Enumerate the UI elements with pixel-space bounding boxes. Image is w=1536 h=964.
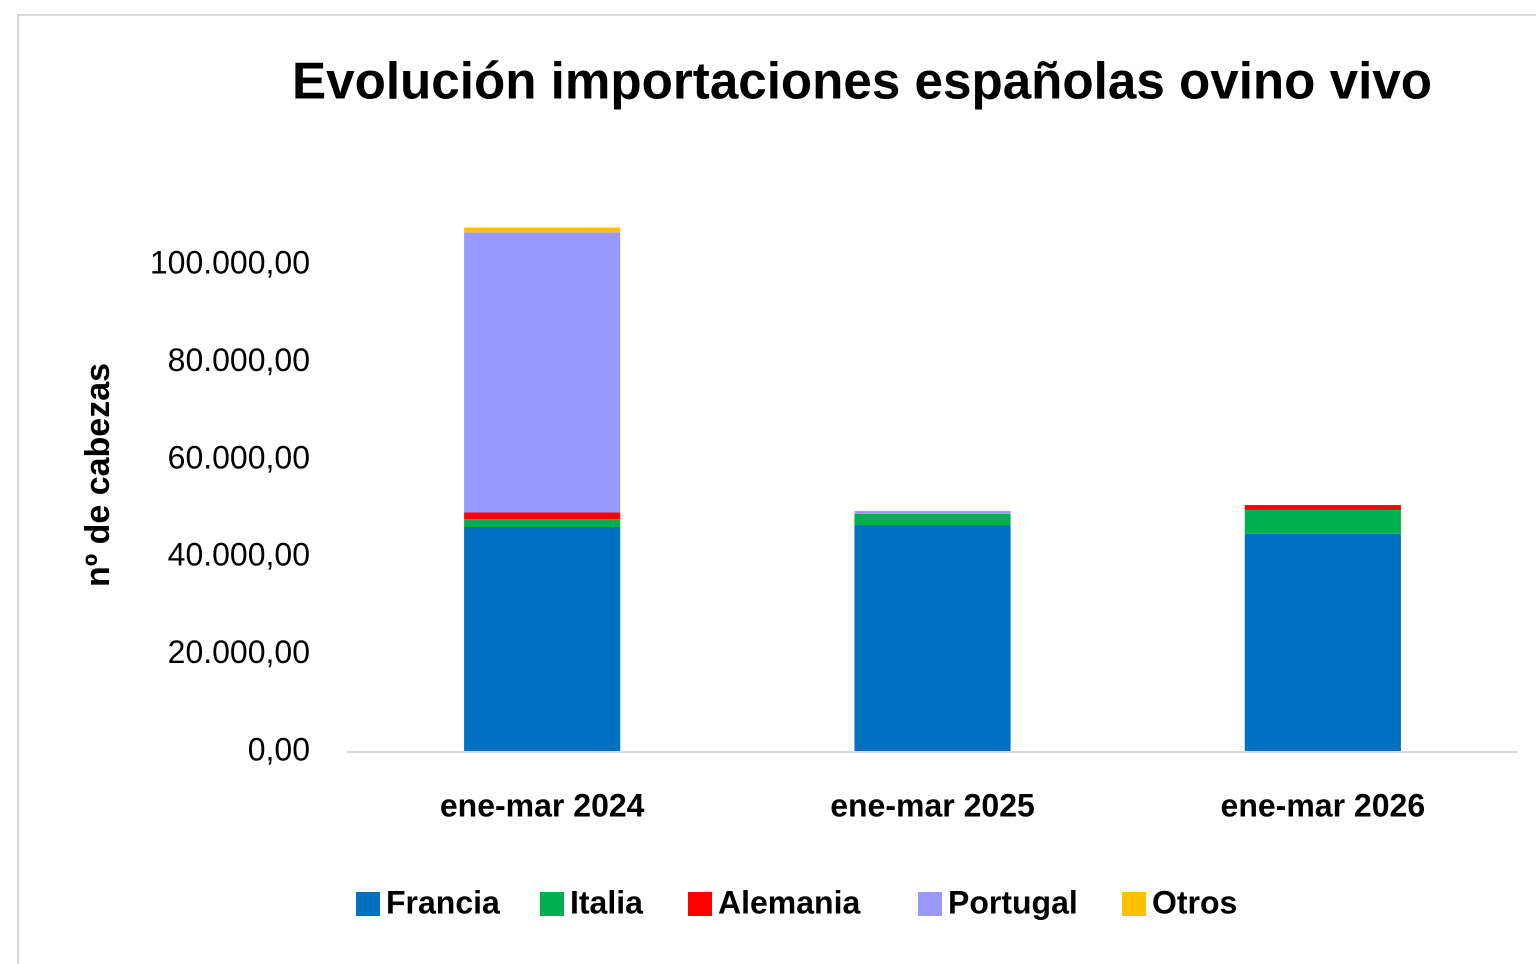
y-tick-label: 40.000,00 [168,537,310,573]
bar-segment [854,525,1011,752]
x-tick-label: ene-mar 2025 [830,787,1035,823]
bar-segment [464,227,621,233]
bar-segment [464,519,621,528]
y-tick-label: 80.000,00 [168,342,310,378]
legend-label: Alemania [718,884,860,920]
x-tick-label: ene-mar 2024 [440,787,645,823]
y-tick-label: 60.000,00 [168,439,310,475]
bar-segment [854,513,1011,526]
legend-swatch [356,892,380,916]
bar-segment [1244,533,1401,752]
x-tick-label: ene-mar 2026 [1221,787,1426,823]
y-tick-label: 0,00 [248,731,310,767]
y-tick-label: 20.000,00 [168,634,310,670]
bar-segment [464,527,621,752]
y-tick-label: 100.000,00 [150,244,310,280]
legend-label: Italia [570,884,643,920]
bar-segment [464,232,621,513]
legend-swatch [688,892,712,916]
legend-swatch [1122,892,1146,916]
legend-label: Otros [1152,884,1237,920]
legend-label: Portugal [948,884,1078,920]
chart-border [17,14,1536,964]
bar-segment [1244,505,1401,510]
legend-swatch [540,892,564,916]
legend-swatch [918,892,942,916]
bar-segment [1244,509,1401,534]
chart-title: Evolución importaciones españolas ovino … [292,53,1432,111]
y-axis-label: nº de cabezas [79,363,117,587]
bar-segment [854,510,1011,514]
bar-segment [464,512,621,520]
legend-label: Francia [386,884,500,920]
